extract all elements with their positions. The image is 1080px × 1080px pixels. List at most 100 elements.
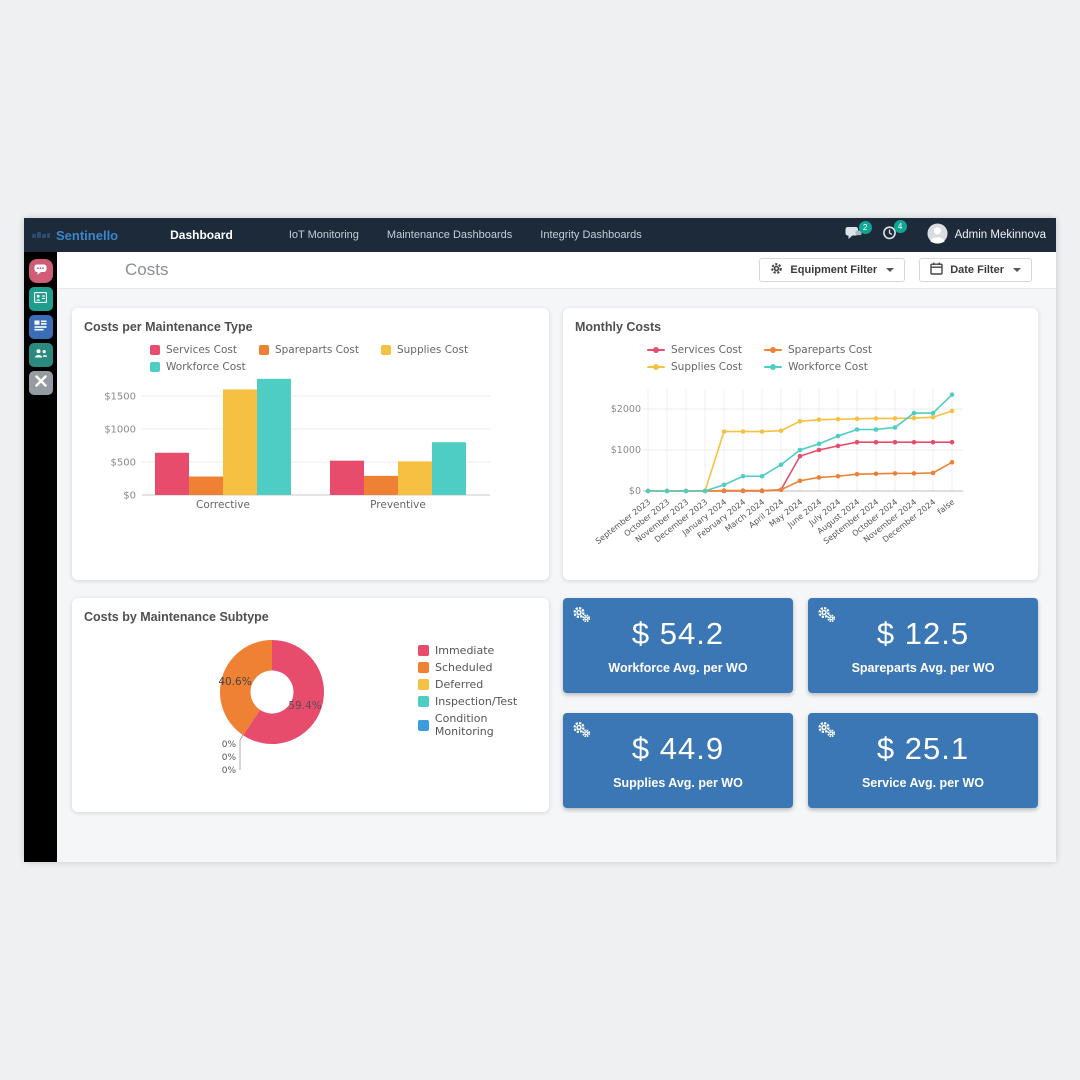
svg-text:Corrective: Corrective [196, 499, 250, 511]
dashboard-icon [34, 318, 47, 336]
chevron-down-icon [886, 268, 895, 272]
donut-chart-legend: Immediate Scheduled Deferred Inspection/Tes… [418, 644, 549, 738]
app-body: Costs Equipment Filter Date Filter [24, 252, 1056, 862]
gears-icon [572, 721, 591, 743]
kpi-value: $ 12.5 [876, 616, 970, 651]
kpi-card-supplies-avg[interactable]: $ 44.9 Supplies Avg. per WO [563, 713, 793, 808]
sidebar-item-chat[interactable] [28, 259, 53, 283]
svg-text:$1000: $1000 [104, 425, 136, 436]
legend-label: Spareparts Cost [787, 344, 872, 356]
date-filter-button[interactable]: Date Filter [919, 258, 1032, 282]
app-window: Sentinello Dashboard IoT Monitoring Main… [24, 218, 1056, 862]
kpi-label: Spareparts Avg. per WO [851, 661, 995, 675]
kpi-label: Service Avg. per WO [861, 776, 985, 790]
svg-text:0%: 0% [222, 740, 237, 750]
navbar-right: 2 4 Admin Mekinnova [845, 220, 1046, 247]
legend-label: Inspection/Test [435, 695, 518, 708]
panel-monthly-costs: Monthly Costs Services Cost Spareparts Co… [563, 308, 1038, 580]
main-menu: Dashboard IoT Monitoring Maintenance Das… [156, 218, 656, 252]
nav-item-integrity-dashboards[interactable]: Integrity Dashboards [540, 229, 642, 241]
panel-title: Costs by Maintenance Subtype [84, 610, 269, 624]
svg-text:$1500: $1500 [104, 392, 136, 403]
kpi-value: $ 25.1 [876, 731, 970, 766]
legend-item[interactable]: Spareparts Cost [763, 344, 872, 356]
kpi-card-workforce-avg[interactable]: $ 54.2 Workforce Avg. per WO [563, 598, 793, 693]
legend-item[interactable]: Deferred [418, 678, 549, 691]
legend-item[interactable]: Immediate [418, 644, 549, 657]
sidebar-item-id-card[interactable] [28, 287, 53, 311]
dashboard-content: Costs per Maintenance Type Services Cost… [57, 289, 1056, 862]
kpi-label: Workforce Avg. per WO [608, 661, 748, 675]
bar-chart[interactable]: $0 $500 $1000 $1500 Corrective Preventive [72, 375, 549, 515]
left-sidebar [24, 252, 57, 862]
legend-swatch [647, 364, 665, 370]
brand-name[interactable]: Sentinello [56, 227, 119, 243]
legend-swatch [380, 345, 391, 355]
nav-item-iot-monitoring[interactable]: IoT Monitoring [288, 229, 359, 241]
legend-item[interactable]: Supplies Cost [380, 344, 468, 356]
svg-text:0%: 0% [222, 766, 237, 776]
legend-label: Deferred [435, 678, 484, 691]
users-icon [34, 346, 48, 364]
legend-item[interactable]: Inspection/Test [418, 695, 549, 708]
calendar-icon [930, 262, 943, 278]
legend-swatch [764, 364, 783, 370]
svg-text:$500: $500 [111, 458, 136, 469]
panel-costs-per-maintenance-type: Costs per Maintenance Type Services Cost… [72, 308, 549, 580]
legend-label: Workforce Cost [166, 361, 246, 373]
user-name: Admin Mekinnova [954, 229, 1046, 241]
main-area: Costs Equipment Filter Date Filter [57, 252, 1056, 862]
legend-item[interactable]: Spareparts Cost [258, 344, 359, 356]
user-menu[interactable]: Admin Mekinnova [927, 223, 1046, 247]
legend-label: Immediate [435, 644, 495, 657]
legend-item[interactable]: Scheduled [418, 661, 549, 674]
panel-title: Costs per Maintenance Type [84, 320, 253, 334]
messages-button[interactable]: 2 [845, 220, 872, 245]
legend-item[interactable]: Supplies Cost [647, 361, 742, 373]
filters: Equipment Filter Date Filter [759, 258, 1032, 282]
page-title: Costs [125, 260, 169, 279]
top-navbar: Sentinello Dashboard IoT Monitoring Main… [24, 218, 1056, 252]
legend-label: Condition Monitoring [434, 712, 494, 738]
legend-swatch [150, 345, 160, 355]
svg-text:59.4%: 59.4% [288, 700, 321, 712]
legend-item[interactable]: Workforce Cost [764, 361, 868, 373]
legend-swatch [418, 662, 429, 673]
kpi-card-spareparts-avg[interactable]: $ 12.5 Spareparts Avg. per WO [808, 598, 1038, 693]
kpi-value: $ 54.2 [631, 616, 725, 651]
equipment-filter-button[interactable]: Equipment Filter [759, 258, 906, 282]
chat-icon [34, 262, 47, 280]
kpi-card-service-avg[interactable]: $ 25.1 Service Avg. per WO [808, 713, 1038, 808]
legend-label: Spareparts Cost [274, 344, 359, 356]
legend-swatch [418, 719, 429, 731]
svg-text:Preventive: Preventive [370, 499, 426, 511]
id-card-icon [33, 290, 48, 308]
history-button[interactable]: 4 [882, 220, 907, 245]
legend-item[interactable]: Condition Monitoring [418, 712, 549, 738]
svg-text:$2000: $2000 [611, 404, 641, 415]
nav-item-dashboard[interactable]: Dashboard [170, 228, 233, 242]
svg-text:$0: $0 [123, 491, 136, 502]
sidebar-item-tools[interactable] [28, 371, 53, 395]
svg-text:$0: $0 [629, 486, 641, 497]
legend-item[interactable]: Services Cost [150, 344, 237, 356]
avatar [927, 223, 948, 247]
legend-item[interactable]: Workforce Cost [150, 361, 246, 373]
legend-label: Services Cost [166, 344, 237, 356]
legend-swatch [258, 345, 269, 355]
nav-item-maintenance-dashboards[interactable]: Maintenance Dashboards [386, 229, 513, 241]
legend-label: Services Cost [671, 344, 742, 356]
sidebar-item-dashboards[interactable] [28, 315, 53, 339]
messages-count-badge: 2 [858, 220, 872, 234]
legend-item[interactable]: Services Cost [647, 344, 742, 356]
svg-text:40.6%: 40.6% [218, 676, 251, 688]
legend-label: Supplies Cost [671, 361, 743, 373]
clock-icon [882, 226, 897, 244]
sidebar-item-users[interactable] [28, 343, 53, 367]
page-header: Costs Equipment Filter Date Filter [57, 252, 1056, 289]
app-logo-icon [32, 231, 50, 240]
line-chart-legend: Services Cost Spareparts Cost Supplies Cos… [647, 344, 987, 373]
donut-chart[interactable]: 59.4% 40.6% 0% 0% 0% [72, 598, 549, 812]
